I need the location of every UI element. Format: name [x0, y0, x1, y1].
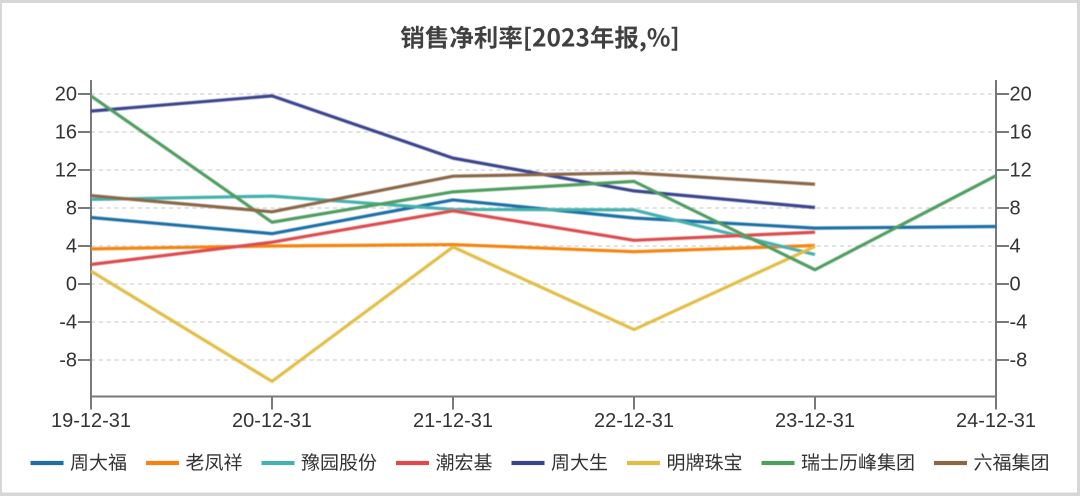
- svg-text:19-12-31: 19-12-31: [51, 410, 131, 432]
- svg-text:20: 20: [55, 84, 77, 106]
- svg-text:16: 16: [55, 122, 77, 144]
- svg-text:0: 0: [1010, 274, 1021, 296]
- svg-text:4: 4: [1010, 236, 1021, 258]
- svg-text:8: 8: [66, 198, 77, 220]
- svg-text:23-12-31: 23-12-31: [775, 410, 855, 432]
- svg-text:20-12-31: 20-12-31: [232, 410, 312, 432]
- svg-text:8: 8: [1010, 198, 1021, 220]
- svg-text:20: 20: [1010, 84, 1032, 106]
- svg-text:-4: -4: [59, 312, 77, 334]
- svg-text:22-12-31: 22-12-31: [594, 410, 674, 432]
- svg-text:24-12-31: 24-12-31: [956, 410, 1036, 432]
- svg-text:4: 4: [66, 236, 77, 258]
- svg-text:21-12-31: 21-12-31: [413, 410, 493, 432]
- svg-text:0: 0: [66, 274, 77, 296]
- svg-text:12: 12: [1010, 160, 1032, 182]
- svg-text:12: 12: [55, 160, 77, 182]
- svg-text:-4: -4: [1010, 312, 1028, 334]
- svg-text:-8: -8: [59, 350, 77, 372]
- svg-text:-8: -8: [1010, 350, 1028, 372]
- svg-text:16: 16: [1010, 122, 1032, 144]
